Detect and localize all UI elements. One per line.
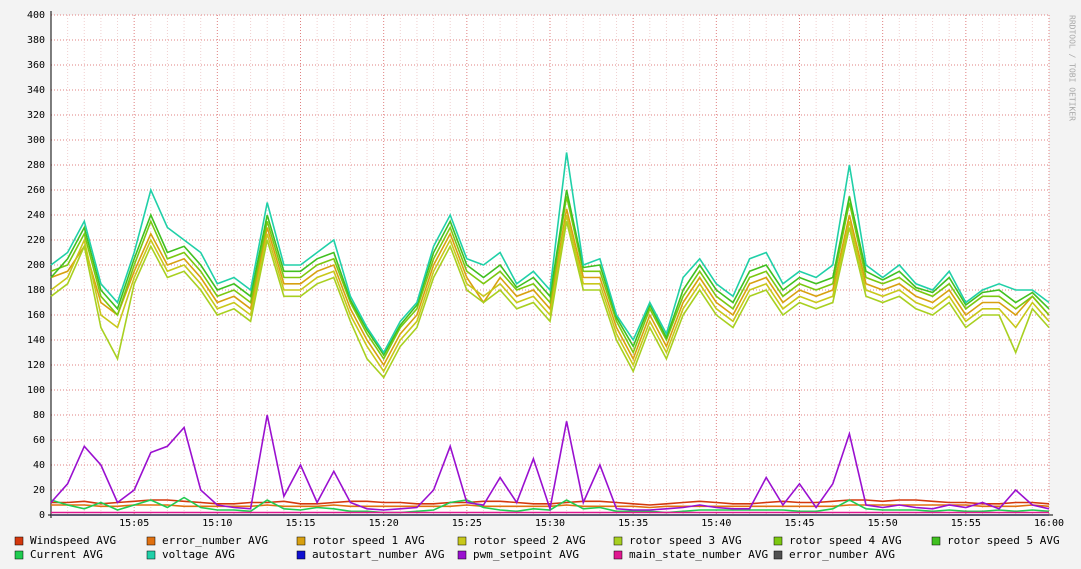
y-tick-label: 180 [27, 285, 45, 296]
y-tick-label: 140 [27, 335, 45, 346]
legend-swatch [613, 536, 623, 546]
y-tick-label: 400 [27, 10, 45, 21]
x-tick-label: 15:10 [202, 518, 232, 529]
legend-swatch [146, 550, 156, 560]
legend-label: autostart_number AVG [312, 548, 444, 561]
legend-swatch [146, 536, 156, 546]
series-line [50, 196, 1050, 361]
series-line [50, 214, 1050, 373]
watermark: RRDTOOL / TOBI OETIKER [1068, 15, 1077, 121]
legend-swatch [931, 536, 941, 546]
y-tick-label: 60 [33, 435, 45, 446]
y-tick-label: 0 [39, 510, 45, 521]
y-tick-label: 320 [27, 110, 45, 121]
legend-label: pwm_setpoint AVG [473, 548, 579, 561]
x-tick-label: 15:05 [119, 518, 149, 529]
legend-label: rotor speed 1 AVG [312, 534, 425, 547]
series-line [50, 189, 1050, 357]
y-tick-label: 280 [27, 160, 45, 171]
y-tick-label: 240 [27, 210, 45, 221]
series-line [50, 152, 1050, 355]
y-tick-label: 200 [27, 260, 45, 271]
series-line [51, 499, 1050, 506]
legend-swatch [14, 536, 24, 546]
legend-label: main_state_number AVG [629, 548, 768, 561]
legend-swatch [296, 550, 306, 560]
legend-label: Windspeed AVG [30, 534, 116, 547]
x-tick-label: 15:15 [285, 518, 315, 529]
legend-swatch [773, 550, 783, 560]
x-tick-label: 15:20 [369, 518, 399, 529]
x-tick-label: 16:00 [1034, 518, 1064, 529]
legend-label: error_number AVG [789, 548, 895, 561]
legend-swatch [457, 550, 467, 560]
x-tick-label: 15:55 [951, 518, 981, 529]
legend-swatch [613, 550, 623, 560]
y-tick-label: 360 [27, 60, 45, 71]
y-tick-label: 120 [27, 360, 45, 371]
legend-swatch [14, 550, 24, 560]
legend-label: rotor speed 4 AVG [789, 534, 902, 547]
x-tick-label: 15:25 [452, 518, 482, 529]
x-tick-label: 15:45 [784, 518, 814, 529]
y-tick-label: 300 [27, 135, 45, 146]
x-tick-label: 15:35 [618, 518, 648, 529]
y-tick-label: 340 [27, 85, 45, 96]
series-line [50, 221, 1050, 379]
legend-label: rotor speed 5 AVG [947, 534, 1060, 547]
y-tick-label: 40 [33, 460, 45, 471]
y-tick-label: 380 [27, 35, 45, 46]
legend-swatch [296, 536, 306, 546]
y-tick-label: 100 [27, 385, 45, 396]
y-tick-label: 20 [33, 485, 45, 496]
y-tick-label: 260 [27, 185, 45, 196]
y-tick-label: 160 [27, 310, 45, 321]
legend-label: voltage AVG [162, 548, 235, 561]
legend-label: Current AVG [30, 548, 103, 561]
y-tick-label: 220 [27, 235, 45, 246]
legend-swatch [773, 536, 783, 546]
legend-swatch [457, 536, 467, 546]
y-tick-label: 80 [33, 410, 45, 421]
x-tick-label: 15:40 [701, 518, 731, 529]
series-line [50, 208, 1050, 367]
x-tick-label: 15:50 [868, 518, 898, 529]
legend-label: rotor speed 2 AVG [473, 534, 586, 547]
series-line [50, 414, 1050, 512]
legend-label: rotor speed 3 AVG [629, 534, 742, 547]
legend-label: error_number AVG [162, 534, 268, 547]
x-tick-label: 15:30 [535, 518, 565, 529]
